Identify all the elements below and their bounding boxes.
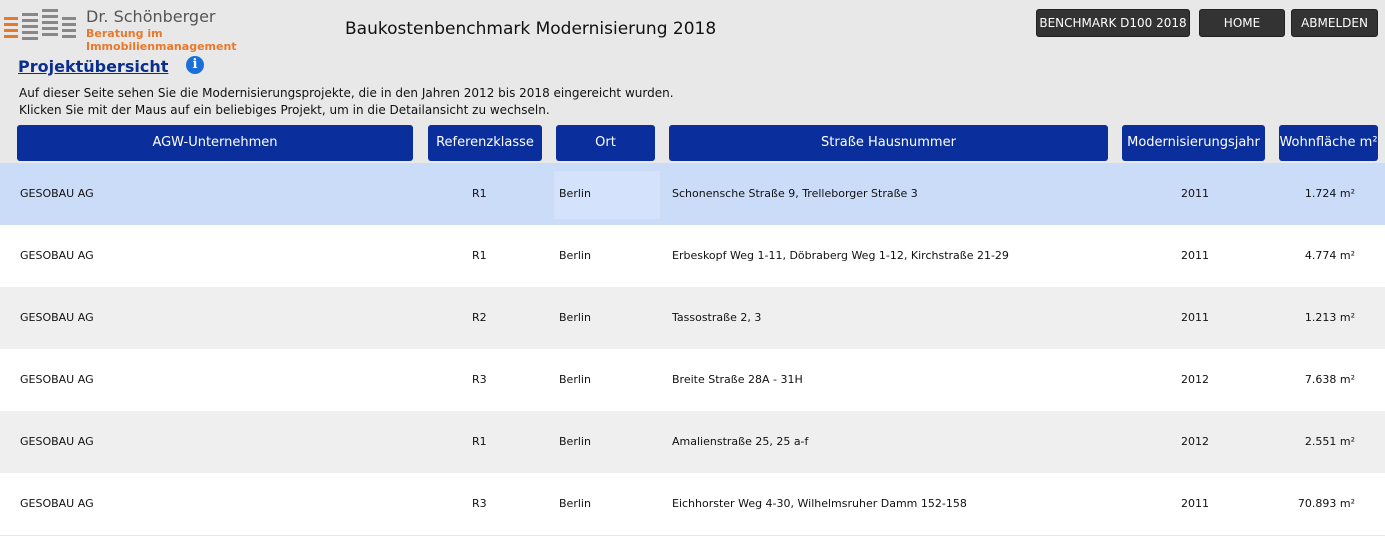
cell-area: 1.724 m² xyxy=(1304,187,1355,200)
table-row[interactable]: GESOBAU AG R2 Berlin Tassostraße 2, 3 20… xyxy=(0,287,1385,349)
cell-class: R3 xyxy=(472,373,487,386)
column-header-company[interactable]: AGW-Unternehmen xyxy=(17,125,413,161)
company-logo: Dr. Schönberger Beratung im Immobilienma… xyxy=(2,5,292,53)
cell-company: GESOBAU AG xyxy=(20,373,94,386)
cell-city: Berlin xyxy=(559,435,591,448)
selected-cell-highlight xyxy=(554,171,660,219)
cell-street: Breite Straße 28A - 31H xyxy=(672,373,803,386)
cell-class: R1 xyxy=(472,187,487,200)
table-row[interactable]: GESOBAU AG R1 Berlin Amalienstraße 25, 2… xyxy=(0,411,1385,473)
cell-company: GESOBAU AG xyxy=(20,311,94,324)
cell-street: Amalienstraße 25, 25 a-f xyxy=(672,435,809,448)
cell-street: Eichhorster Weg 4-30, Wilhelmsruher Damm… xyxy=(672,497,967,510)
cell-city: Berlin xyxy=(559,187,591,200)
column-header-area[interactable]: Wohnfläche m² xyxy=(1279,125,1378,161)
logo-tagline: Beratung im Immobilienmanagement xyxy=(86,27,237,53)
cell-year: 2012 xyxy=(1181,373,1209,386)
cell-street: Tassostraße 2, 3 xyxy=(672,311,762,324)
project-table: GESOBAU AG R1 Berlin Schonensche Straße … xyxy=(0,163,1385,535)
cell-class: R3 xyxy=(472,497,487,510)
cell-year: 2011 xyxy=(1181,497,1209,510)
column-header-street[interactable]: Straße Hausnummer xyxy=(669,125,1108,161)
cell-street: Erbeskopf Weg 1-11, Döbraberg Weg 1-12, … xyxy=(672,249,1009,262)
cell-company: GESOBAU AG xyxy=(20,187,94,200)
cell-area: 7.638 m² xyxy=(1304,373,1355,386)
cell-city: Berlin xyxy=(559,373,591,386)
cell-area: 70.893 m² xyxy=(1297,497,1355,510)
logo-name: Dr. Schönberger xyxy=(86,7,216,26)
cell-year: 2011 xyxy=(1181,187,1209,200)
cell-class: R2 xyxy=(472,311,487,324)
home-button[interactable]: HOME xyxy=(1199,9,1285,37)
cell-year: 2012 xyxy=(1181,435,1209,448)
cell-city: Berlin xyxy=(559,249,591,262)
info-icon[interactable]: i xyxy=(186,56,204,74)
table-row[interactable]: GESOBAU AG R1 Berlin Schonensche Straße … xyxy=(0,163,1385,225)
benchmark-button[interactable]: BENCHMARK D100 2018 xyxy=(1036,9,1190,37)
cell-company: GESOBAU AG xyxy=(20,497,94,510)
column-header-year[interactable]: Modernisierungsjahr xyxy=(1122,125,1265,161)
page-title[interactable]: Projektübersicht xyxy=(18,57,169,76)
building-logo-icon xyxy=(4,9,76,40)
table-row[interactable]: GESOBAU AG R3 Berlin Eichhorster Weg 4-3… xyxy=(0,473,1385,535)
cell-area: 2.551 m² xyxy=(1304,435,1355,448)
description-line-1: Auf dieser Seite sehen Sie die Modernisi… xyxy=(19,86,674,100)
cell-city: Berlin xyxy=(559,311,591,324)
logout-button[interactable]: ABMELDEN xyxy=(1291,9,1378,37)
cell-year: 2011 xyxy=(1181,249,1209,262)
cell-street: Schonensche Straße 9, Trelleborger Straß… xyxy=(672,187,918,200)
cell-class: R1 xyxy=(472,249,487,262)
description-line-2: Klicken Sie mit der Maus auf ein beliebi… xyxy=(19,103,550,117)
cell-class: R1 xyxy=(472,435,487,448)
table-row[interactable]: GESOBAU AG R1 Berlin Erbeskopf Weg 1-11,… xyxy=(0,225,1385,287)
app-title: Baukostenbenchmark Modernisierung 2018 xyxy=(345,19,717,39)
cell-area: 1.213 m² xyxy=(1304,311,1355,324)
cell-city: Berlin xyxy=(559,497,591,510)
column-header-class[interactable]: Referenzklasse xyxy=(428,125,542,161)
cell-year: 2011 xyxy=(1181,311,1209,324)
cell-company: GESOBAU AG xyxy=(20,249,94,262)
cell-company: GESOBAU AG xyxy=(20,435,94,448)
column-header-city[interactable]: Ort xyxy=(556,125,655,161)
cell-area: 4.774 m² xyxy=(1304,249,1355,262)
table-row[interactable]: GESOBAU AG R3 Berlin Breite Straße 28A -… xyxy=(0,349,1385,411)
